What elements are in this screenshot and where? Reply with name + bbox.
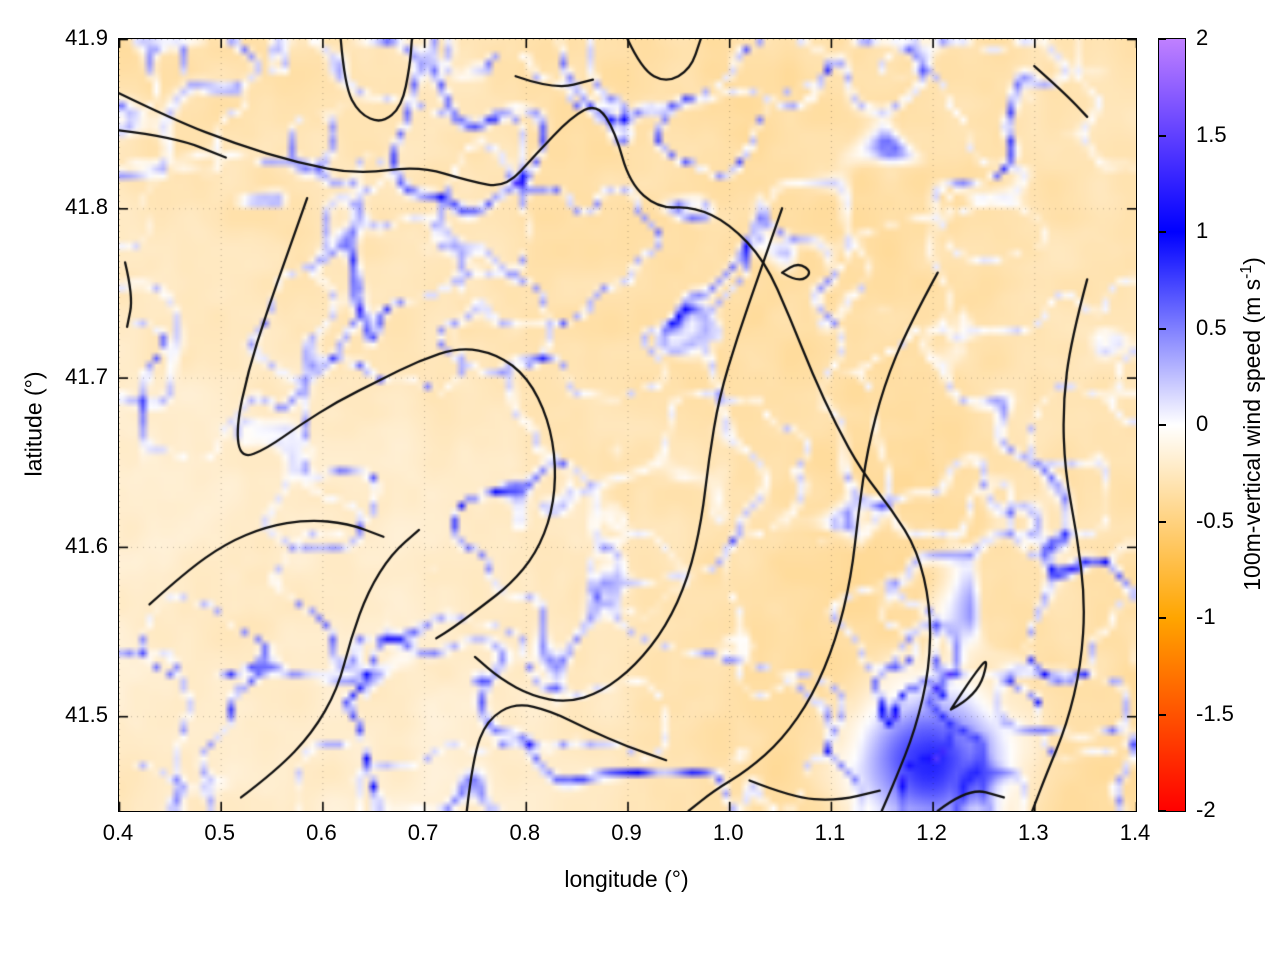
y-tick-label: 41.8 [65, 194, 108, 220]
x-tick-label: 0.8 [509, 820, 541, 845]
x-tick-label: 0.7 [407, 820, 439, 845]
x-tick-label: 0.4 [102, 820, 134, 845]
colorbar-tick-mark [1159, 38, 1166, 40]
colorbar-tick-mark [1159, 134, 1166, 137]
x-tick-label: 0.5 [204, 820, 235, 845]
y-axis-label: latitude (°) [20, 371, 47, 477]
colorbar-tick-label: -1.5 [1196, 700, 1234, 726]
colorbar-tick-mark [1159, 231, 1166, 233]
colorbar-label: 100m-vertical wind speed (m s-1) [1238, 257, 1266, 590]
x-axis-label: longitude (°) [564, 866, 689, 892]
y-tick-label: 41.6 [65, 532, 108, 558]
colorbar-tick-label: 1.5 [1196, 121, 1227, 147]
colorbar-label-exponent: -1 [1238, 264, 1256, 279]
colorbar-tick-label: 0 [1196, 411, 1209, 436]
x-tick-label: 0.6 [306, 820, 337, 845]
colorbar-tick-label: 2 [1196, 25, 1209, 50]
x-tick-label: 0.9 [611, 820, 642, 845]
colorbar-tick-mark [1159, 810, 1166, 812]
colorbar-tick-mark [1159, 327, 1166, 330]
colorbar-tick-label: -0.5 [1196, 507, 1234, 533]
x-tick-label: 1.1 [814, 820, 846, 845]
x-tick-label: 1.2 [916, 820, 947, 845]
colorbar [1158, 38, 1186, 812]
colorbar-tick-label: 0.5 [1196, 314, 1227, 340]
colorbar-tick-mark [1159, 713, 1166, 716]
plot-area [118, 38, 1137, 812]
x-tick-label: 1.0 [712, 820, 744, 845]
colorbar-tick-label: 1 [1196, 218, 1209, 243]
y-tick-label: 41.9 [65, 25, 108, 50]
colorbar-tick-mark [1159, 520, 1166, 523]
colorbar-tick-label: -2 [1196, 797, 1216, 822]
colorbar-label-close: ) [1238, 257, 1265, 265]
colorbar-label-text: 100m-vertical wind speed (m s [1238, 278, 1265, 591]
colorbar-tick-label: -1 [1196, 604, 1216, 629]
y-tick-label: 41.5 [65, 702, 108, 728]
y-tick-label: 41.7 [65, 363, 108, 389]
x-tick-label: 1.4 [1119, 820, 1151, 845]
colorbar-tick-mark [1159, 617, 1166, 619]
colorbar-tick-mark [1159, 424, 1166, 426]
x-tick-label: 1.3 [1018, 820, 1049, 845]
heatmap-canvas [119, 39, 1136, 811]
